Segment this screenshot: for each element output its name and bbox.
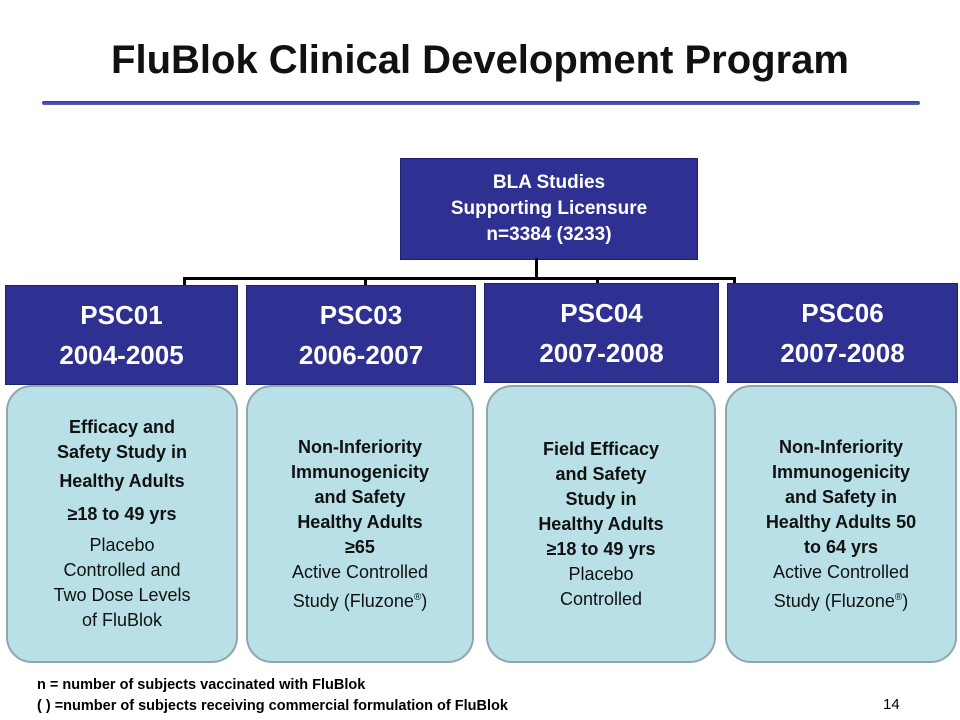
psc06-description: Non-Inferiority Immunogenicity and Safet… bbox=[725, 385, 957, 663]
psc01-normal-1: Placebo bbox=[89, 535, 155, 555]
psc01-header: PSC01 2004-2005 bbox=[5, 285, 238, 385]
footnote-paren-definition: ( ) =number of subjects receiving commer… bbox=[37, 698, 508, 714]
psc03-normal-2-text: Study (Fluzone bbox=[292, 590, 414, 611]
psc04-header: PSC04 2007-2008 bbox=[484, 283, 719, 383]
psc03-years: 2006-2007 bbox=[298, 340, 424, 370]
psc04-bold-3: Study in bbox=[565, 488, 637, 509]
page-number: 14 bbox=[883, 696, 900, 713]
psc03-bold-1: Non-Inferiority bbox=[298, 436, 422, 457]
psc01-normal-4: of FluBlok bbox=[81, 610, 163, 630]
psc06-years: 2007-2008 bbox=[780, 338, 905, 368]
psc03-header: PSC03 2006-2007 bbox=[246, 285, 476, 385]
psc04-normal-1: Placebo bbox=[568, 563, 634, 584]
connector-horizontal bbox=[183, 277, 736, 280]
psc01-code: PSC01 bbox=[80, 300, 163, 330]
psc04-code: PSC04 bbox=[560, 298, 643, 328]
psc04-bold-4: Healthy Adults bbox=[538, 513, 664, 534]
psc06-bold-3: and Safety in bbox=[784, 486, 898, 507]
registered-mark: ® bbox=[413, 591, 422, 603]
psc03-bold-4: Healthy Adults bbox=[297, 511, 423, 532]
psc04-years: 2007-2008 bbox=[539, 338, 664, 368]
psc03-bold-2: Immunogenicity bbox=[290, 461, 429, 482]
psc01-description: Efficacy and Safety Study in Healthy Adu… bbox=[6, 385, 238, 663]
psc06-normal-2-suffix: ) bbox=[902, 590, 909, 611]
connector-psc06 bbox=[733, 277, 736, 286]
psc03-description: Non-Inferiority Immunogenicity and Safet… bbox=[246, 385, 474, 663]
psc01-bold-2: Safety Study in bbox=[56, 442, 188, 462]
connector-psc04 bbox=[596, 277, 599, 286]
psc04-bold-2: and Safety bbox=[555, 463, 647, 484]
root-node-bla-studies: BLA Studies Supporting Licensure n=3384 … bbox=[400, 158, 698, 260]
psc03-normal-1: Active Controlled bbox=[291, 561, 429, 582]
psc06-bold-1: Non-Inferiority bbox=[779, 436, 903, 457]
psc06-normal-2-text: Study (Fluzone bbox=[773, 590, 895, 611]
psc06-bold-5: to 64 yrs bbox=[803, 536, 879, 557]
page-title: FluBlok Clinical Development Program bbox=[111, 38, 849, 82]
root-line-3: n=3384 (3233) bbox=[486, 224, 612, 245]
psc06-bold-2: Immunogenicity bbox=[771, 461, 910, 482]
psc04-bold-5: ≥18 to 49 yrs bbox=[546, 538, 656, 559]
root-line-1: BLA Studies bbox=[492, 172, 606, 193]
psc04-bold-1: Field Efficacy bbox=[542, 438, 660, 459]
psc01-bold-1: Efficacy and bbox=[68, 417, 176, 437]
psc06-normal-1: Active Controlled bbox=[772, 561, 910, 582]
title-underline bbox=[42, 101, 920, 105]
psc06-code: PSC06 bbox=[801, 298, 884, 328]
psc03-normal-2-suffix: ) bbox=[421, 590, 428, 611]
psc04-normal-2: Controlled bbox=[559, 588, 643, 609]
psc01-years: 2004-2005 bbox=[59, 340, 184, 370]
root-line-2: Supporting Licensure bbox=[450, 198, 648, 219]
psc01-normal-2: Controlled and bbox=[63, 560, 181, 580]
psc06-bold-4: Healthy Adults 50 bbox=[765, 511, 917, 532]
psc03-normal-2: Study (Fluzone®) bbox=[293, 585, 427, 614]
connector-psc01 bbox=[183, 277, 186, 286]
registered-mark: ® bbox=[894, 591, 903, 603]
psc03-code: PSC03 bbox=[319, 300, 403, 330]
psc06-header: PSC06 2007-2008 bbox=[727, 283, 958, 383]
psc01-bold-3: Healthy Adults bbox=[59, 471, 185, 491]
psc04-description: Field Efficacy and Safety Study in Healt… bbox=[486, 385, 716, 663]
psc03-bold-3: and Safety bbox=[314, 486, 406, 507]
psc03-bold-5: ≥65 bbox=[345, 536, 375, 557]
psc06-normal-2: Study (Fluzone®) bbox=[774, 585, 908, 614]
connector-psc03 bbox=[364, 277, 367, 286]
psc01-bold-4: ≥18 to 49 yrs bbox=[67, 504, 177, 524]
footnote-n-definition: n = number of subjects vaccinated with F… bbox=[37, 677, 366, 693]
connector-root-stem bbox=[535, 258, 538, 278]
psc01-normal-3: Two Dose Levels bbox=[53, 585, 191, 605]
